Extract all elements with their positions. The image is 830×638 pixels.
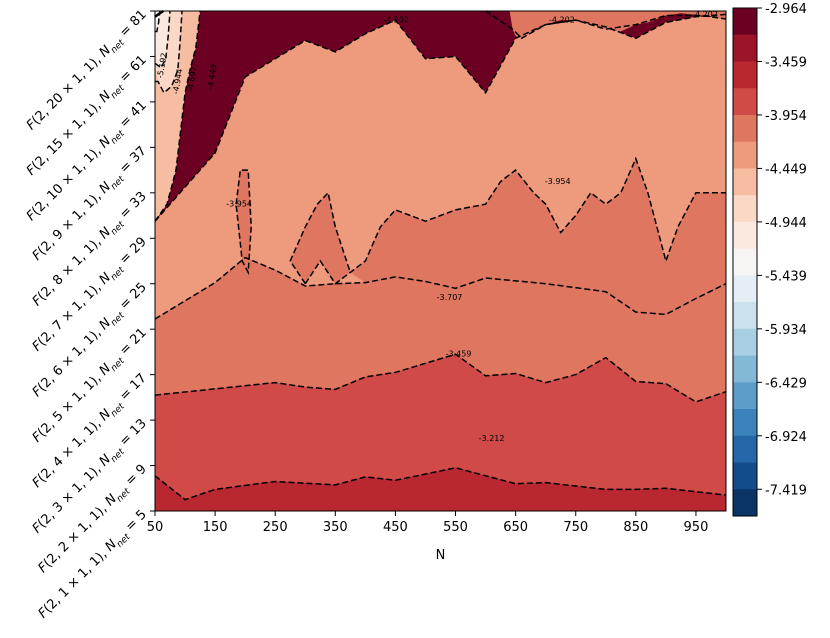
- contour-band-1: [155, 354, 726, 500]
- colorbar-band-0: [733, 8, 757, 36]
- contour-value-label-6: -3.459: [446, 350, 472, 359]
- y-axis: F(2, 1 × 1, 1), Nnet = 5F(2, 2 × 1, 1), …: [24, 7, 155, 622]
- colorbar-label-8: -6.924: [765, 430, 807, 445]
- colorbar-label-1: -3.459: [765, 55, 807, 70]
- colorbar-band-4: [733, 114, 757, 143]
- colorbar-band-7: [733, 195, 757, 223]
- contour-line-1: [154, 353, 727, 403]
- contour-line-7: [485, 10, 727, 40]
- contour-band-10: [485, 11, 726, 39]
- colorbar-label-7: -6.429: [765, 376, 807, 391]
- x-axis: 50 150 250 350 450 550 650 750 850 950: [147, 511, 709, 535]
- contour-line-5: [289, 191, 352, 285]
- colorbar-band-8: [733, 221, 757, 250]
- colorbar-band-13: [733, 355, 757, 383]
- contour-line-9: [155, 10, 183, 94]
- colorbar-band-5: [733, 141, 757, 169]
- plot-frame: [154, 10, 727, 512]
- colorbar-frame: [732, 7, 758, 517]
- contour-line-0: [154, 467, 727, 501]
- colorbar-band-15: [733, 409, 757, 437]
- colorbar-band-1: [733, 34, 757, 62]
- x-tick-label-5: 550: [443, 520, 468, 535]
- contour-line-2: [154, 256, 727, 320]
- contour-line-8: [154, 10, 201, 222]
- x-tick-label-4: 450: [383, 520, 408, 535]
- colorbar-label-2: -3.954: [765, 109, 807, 124]
- colorbar-label-0: -2.964: [765, 2, 807, 17]
- contour-line-11: [155, 10, 161, 33]
- contour-value-label-10: -4.944: [171, 68, 184, 95]
- colorbar-label-5: -5.439: [765, 269, 807, 284]
- x-axis-label: N: [436, 548, 446, 563]
- colorbar-band-11: [733, 302, 757, 330]
- contour-value-label-3: -3.954: [545, 177, 571, 186]
- x-tick-label-2: 250: [263, 520, 288, 535]
- contour-line-6: [235, 169, 252, 276]
- x-tick-label-7: 750: [563, 520, 588, 535]
- colorbar-label-3: -4.449: [765, 162, 807, 177]
- contour-line-4: [304, 156, 726, 285]
- colorbar-band-10: [733, 275, 757, 303]
- colorbar-band-3: [733, 88, 757, 116]
- x-tick-label-0: 50: [147, 520, 164, 535]
- contour-line-layer: [154, 9, 727, 501]
- colorbar-label-4: -4.944: [765, 216, 807, 231]
- colorbar-band-6: [733, 168, 757, 196]
- contour-value-label-8: -4.449: [205, 63, 218, 90]
- x-tick-label-1: 150: [203, 520, 228, 535]
- colorbar-band-17: [733, 462, 757, 490]
- colorbar-band-9: [733, 248, 757, 276]
- contour-value-label-0: -4.202: [383, 16, 409, 25]
- colorbar-band-14: [733, 382, 757, 410]
- contour-band-2: [155, 257, 726, 402]
- solid-contour-line-0: [154, 9, 165, 18]
- x-tick-label-6: 650: [503, 520, 528, 535]
- contour-line-10: [154, 10, 171, 69]
- x-tick-label-8: 850: [623, 520, 648, 535]
- x-tick-label-3: 350: [323, 520, 348, 535]
- contour-value-label-5: -3.707: [437, 293, 463, 302]
- colorbar-band-18: [733, 489, 757, 517]
- contour-line-3: [154, 13, 727, 222]
- x-tick-label-9: 950: [684, 520, 709, 535]
- colorbar-label-9: -7.419: [765, 483, 807, 498]
- colorbar: -2.964 -3.459 -3.954 -4.449 -4.944 -5.439 -5.9…: [732, 2, 807, 517]
- colorbar-band-12: [733, 328, 757, 357]
- contour-value-label-2: -4.202: [692, 10, 718, 19]
- colorbar-band-2: [733, 61, 757, 89]
- colorbar-band-16: [733, 435, 757, 464]
- contour-value-label-1: -4.202: [549, 16, 575, 25]
- contour-value-label-11: -5.192: [156, 52, 169, 79]
- contour-value-label-9: -4.697: [186, 66, 199, 93]
- contour-value-label-4: -3.954: [226, 200, 252, 209]
- contour-value-label-7: -3.212: [479, 434, 505, 443]
- contour-band-5: [236, 170, 252, 273]
- contour-band-0: [155, 467, 726, 511]
- colorbar-label-6: -5.934: [765, 323, 807, 338]
- contour-band-4: [290, 158, 726, 315]
- contour-label-layer: -4.202 -4.202 -4.202 -3.954 -3.954 -3.707 -3.4…: [156, 10, 718, 443]
